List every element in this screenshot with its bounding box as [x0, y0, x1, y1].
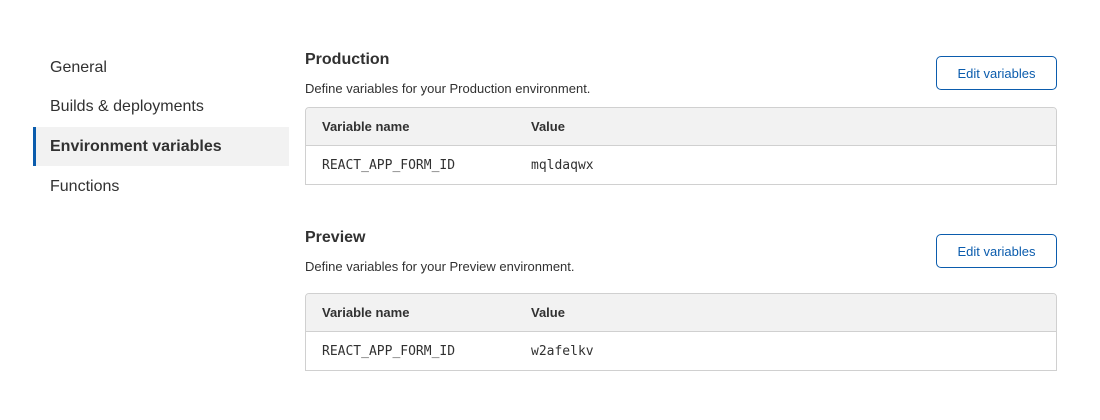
- preview-section: Preview Define variables for your Previe…: [305, 229, 1057, 371]
- section-title: Production: [305, 51, 390, 68]
- variable-name: REACT_APP_FORM_ID: [322, 157, 456, 173]
- table-row: REACT_APP_FORM_ID mqldaqwx: [306, 146, 1056, 184]
- table-row: REACT_APP_FORM_ID w2afelkv: [306, 332, 1056, 370]
- column-header-value: Value: [531, 305, 565, 320]
- variable-value: mqldaqwx: [531, 157, 594, 173]
- variables-table: Variable name Value REACT_APP_FORM_ID mq…: [305, 107, 1057, 185]
- edit-variables-button[interactable]: Edit variables: [936, 234, 1057, 268]
- sidebar-item-general[interactable]: General: [50, 59, 107, 76]
- column-header-value: Value: [531, 119, 565, 134]
- sidebar-item-builds-deployments[interactable]: Builds & deployments: [50, 98, 204, 115]
- edit-variables-button[interactable]: Edit variables: [936, 56, 1057, 90]
- sidebar-item-environment-variables[interactable]: Environment variables: [33, 127, 289, 166]
- variables-table: Variable name Value REACT_APP_FORM_ID w2…: [305, 293, 1057, 371]
- section-title: Preview: [305, 229, 366, 246]
- table-header: Variable name Value: [306, 294, 1056, 332]
- variable-value: w2afelkv: [531, 343, 594, 359]
- table-header: Variable name Value: [306, 108, 1056, 146]
- variable-name: REACT_APP_FORM_ID: [322, 343, 456, 359]
- section-description: Define variables for your Production env…: [305, 81, 591, 96]
- production-section: Production Define variables for your Pro…: [305, 51, 1057, 185]
- section-description: Define variables for your Preview enviro…: [305, 259, 575, 274]
- column-header-name: Variable name: [322, 119, 410, 134]
- sidebar-item-functions[interactable]: Functions: [50, 178, 120, 195]
- column-header-name: Variable name: [322, 305, 410, 320]
